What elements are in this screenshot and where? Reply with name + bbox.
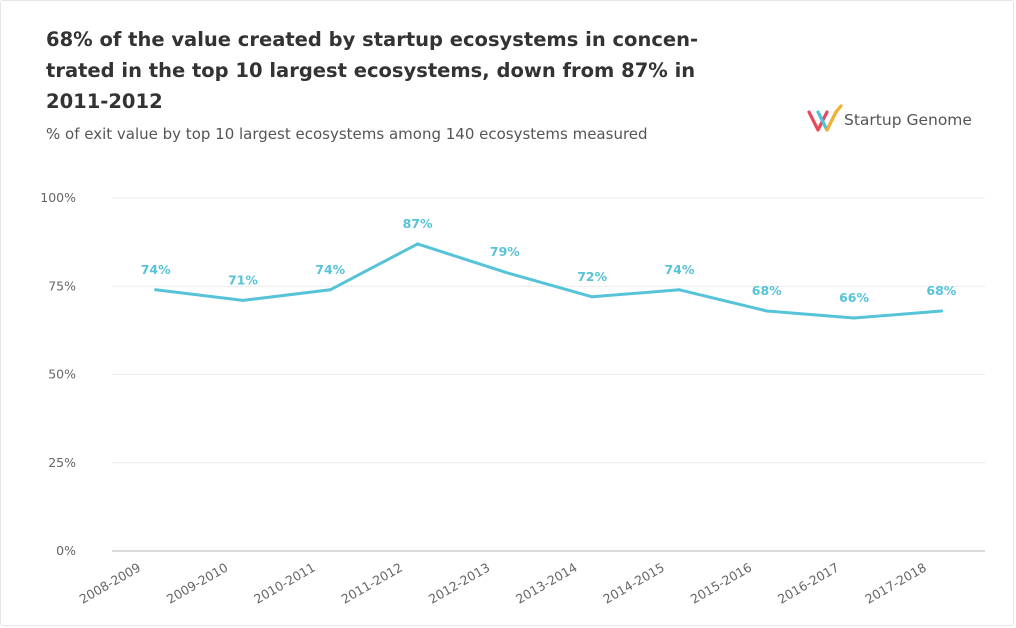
data-label: 74% — [664, 262, 694, 277]
y-tick-label: 0% — [56, 543, 76, 558]
x-tick-label: 2013-2014 — [513, 560, 580, 607]
data-label: 79% — [490, 244, 520, 259]
x-tick-label: 2010-2011 — [251, 560, 318, 607]
y-tick-label: 25% — [48, 455, 76, 470]
series-line-layer — [154, 242, 943, 320]
data-label: 71% — [228, 272, 258, 287]
data-point — [154, 288, 158, 292]
gridlines — [112, 197, 985, 552]
x-tick-label: 2012-2013 — [426, 560, 493, 607]
data-point — [241, 298, 245, 302]
data-label: 66% — [839, 290, 869, 305]
x-tick-label: 2009-2010 — [164, 560, 231, 607]
y-tick-label: 75% — [48, 278, 76, 293]
data-point — [416, 242, 420, 246]
x-tick-label: 2016-2017 — [775, 560, 842, 607]
y-axis-ticks: 0% 25% 50% 75% 100% — [40, 190, 76, 558]
data-label: 68% — [752, 283, 782, 298]
x-tick-label: 2015-2016 — [688, 560, 755, 607]
chart-subtitle: % of exit value by top 10 largest ecosys… — [46, 125, 648, 143]
x-tick-label: 2017-2018 — [862, 560, 929, 607]
data-point — [939, 309, 943, 313]
x-tick-label: 2008-2009 — [77, 560, 144, 607]
data-label: 74% — [315, 262, 345, 277]
brand-name: Startup Genome — [844, 111, 972, 129]
y-tick-label: 100% — [40, 190, 76, 205]
data-point — [852, 316, 856, 320]
data-labels: 74% 71% 74% 87% 79% 72% 74% 68% 66% 68% — [141, 216, 957, 305]
startup-genome-logo-icon — [807, 104, 843, 132]
data-label: 74% — [141, 262, 171, 277]
data-point — [765, 309, 769, 313]
x-axis-ticks: 2008-2009 2009-2010 2010-2011 2011-2012 2012… — [77, 560, 929, 607]
data-point — [590, 295, 594, 299]
x-tick-label: 2014-2015 — [600, 560, 667, 607]
data-label: 72% — [577, 269, 607, 284]
data-point — [328, 288, 332, 292]
data-label: 68% — [926, 283, 956, 298]
chart-title: 68% of the value created by startup ecos… — [46, 28, 699, 113]
data-label: 87% — [403, 216, 433, 231]
x-tick-label: 2011-2012 — [339, 560, 406, 607]
startup-genome-brand: Startup Genome — [806, 104, 996, 138]
data-point — [503, 270, 507, 274]
series-line — [154, 242, 943, 320]
data-point — [677, 288, 681, 292]
y-tick-label: 50% — [48, 367, 76, 382]
